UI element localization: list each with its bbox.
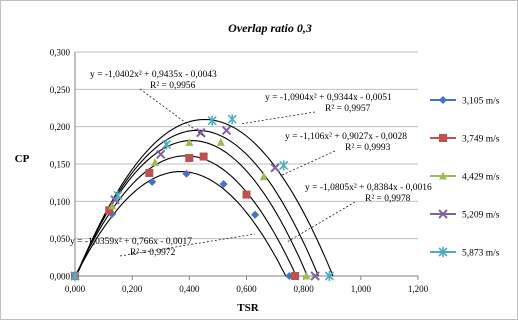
x-tick-label: 0,600 xyxy=(236,284,257,294)
data-point-s5 xyxy=(324,271,334,281)
data-point-s2 xyxy=(105,206,114,215)
y-tick-label: 0,150 xyxy=(50,160,71,170)
data-point-s3 xyxy=(151,158,160,167)
data-point-s4 xyxy=(270,163,280,173)
legend: 3,105 m/s 3,749 m/s 4,429 m/s 5,209 m/s 5,87… xyxy=(430,96,500,259)
y-tick-label: 0,300 xyxy=(50,48,71,58)
data-point-s4 xyxy=(156,149,166,160)
data-point-s2 xyxy=(145,168,154,177)
data-point-s2 xyxy=(199,152,208,161)
data-point-s5 xyxy=(70,271,80,281)
trend-equation: y = -1,0359x² + 0,766x - 0,0017 xyxy=(70,237,192,247)
legend-label: 3,105 m/s xyxy=(462,97,500,107)
trend-equation: y = -1,0904x² + 0,9344x - 0,0051 xyxy=(265,93,392,103)
data-point-s2 xyxy=(291,272,300,280)
data-point-s4 xyxy=(221,125,232,136)
annotation-leader xyxy=(139,88,206,138)
trend-equation: y = -1,0805x² + 0,8384x - 0,0016 xyxy=(305,183,432,193)
data-markers xyxy=(70,114,334,281)
annotation-leader xyxy=(239,111,316,125)
data-point-s1 xyxy=(148,177,157,186)
legend-label: 5,209 m/s xyxy=(462,211,500,221)
x-tick-label: 0,800 xyxy=(294,284,315,294)
trend-r-squared: R² = 0,9956 xyxy=(150,81,196,91)
gridlines xyxy=(75,51,418,240)
legend-label: 4,429 m/s xyxy=(462,173,500,183)
annotation-leader xyxy=(286,201,356,243)
trend-r-squared: R² = 0,9972 xyxy=(130,248,176,258)
y-axis-label: CP xyxy=(15,153,30,165)
data-point-s5 xyxy=(161,139,172,150)
legend-marker xyxy=(439,134,447,142)
data-point-s3 xyxy=(259,172,268,181)
x-tick-label: 0,400 xyxy=(179,284,200,294)
trend-r-squared: R² = 0,9978 xyxy=(365,194,411,204)
trendline xyxy=(74,171,290,277)
trend-equation: y = -1,106x² + 0,9027x - 0,0028 xyxy=(285,132,407,142)
annotation-leader xyxy=(119,233,256,257)
x-tick-label: 0,200 xyxy=(122,284,143,294)
legend-marker xyxy=(439,96,447,104)
data-point-s3 xyxy=(185,137,194,146)
chart-title: Overlap ratio 0,3 xyxy=(228,21,312,35)
data-point-s4 xyxy=(196,127,206,138)
y-tick-label: 0,050 xyxy=(50,234,71,244)
x-tick-label: 1,200 xyxy=(408,284,429,294)
x-tick-label: 1,000 xyxy=(351,284,372,294)
data-point-s3 xyxy=(302,271,311,280)
x-tick-labels: 0,000 0,200 0,400 0,600 0,800 1,000 1,200 xyxy=(65,284,429,294)
trend-r-squared: R² = 0,9993 xyxy=(345,143,391,153)
data-point-s4 xyxy=(310,271,320,281)
y-tick-labels: 0,000 0,050 0,100 0,150 0,200 0,250 0,300 xyxy=(50,48,71,282)
y-tick-label: 0,200 xyxy=(50,122,71,132)
data-point-s5 xyxy=(279,160,289,171)
y-tick-label: 0,000 xyxy=(50,272,71,282)
legend-label: 5,873 m/s xyxy=(462,249,500,259)
trend-r-squared: R² = 0,9957 xyxy=(325,104,371,114)
data-point-s5 xyxy=(227,114,237,125)
data-point-s1 xyxy=(182,169,191,178)
data-point-s5 xyxy=(207,115,217,126)
x-axis-label: TSR xyxy=(237,302,259,314)
data-point-s2 xyxy=(242,190,251,199)
data-point-s2 xyxy=(185,154,194,163)
legend-label: 3,749 m/s xyxy=(462,135,500,145)
y-tick-label: 0,250 xyxy=(50,85,71,95)
x-tick-label: 0,000 xyxy=(65,284,86,294)
data-point-s3 xyxy=(216,137,225,146)
y-tick-label: 0,100 xyxy=(50,197,71,207)
legend-marker xyxy=(438,247,448,257)
legend-marker xyxy=(438,209,448,219)
data-point-s1 xyxy=(251,210,260,219)
data-point-s5 xyxy=(113,190,123,201)
legend-marker xyxy=(439,171,447,180)
data-point-s1 xyxy=(219,180,228,189)
data-point-s3 xyxy=(108,201,117,210)
trend-equation: y = -1,0402x² + 0,9435x - 0,0043 xyxy=(90,70,217,80)
